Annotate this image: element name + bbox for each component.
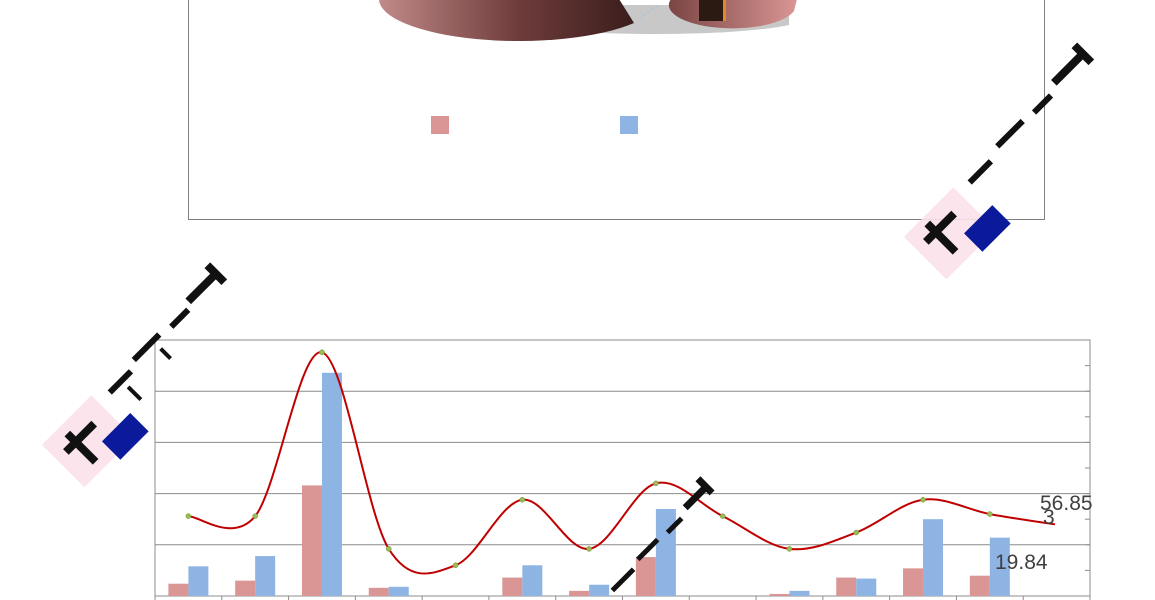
pie-legend bbox=[189, 0, 1044, 219]
bar bbox=[188, 566, 209, 596]
line-point bbox=[185, 513, 192, 519]
bar bbox=[789, 590, 810, 596]
bar bbox=[321, 372, 342, 596]
bar bbox=[368, 587, 389, 596]
trend-line bbox=[188, 351, 1056, 575]
line-point bbox=[786, 546, 793, 552]
bar bbox=[255, 556, 276, 596]
bar bbox=[502, 577, 523, 596]
data-label: 19.84 bbox=[995, 551, 1048, 574]
pie-chart bbox=[379, 0, 797, 42]
line-point bbox=[519, 496, 526, 503]
bar bbox=[168, 583, 189, 596]
line-point bbox=[853, 529, 859, 536]
line-point bbox=[319, 349, 325, 356]
pie-chart-panel bbox=[188, 0, 1045, 220]
line-point bbox=[586, 546, 592, 552]
pie-leader-line bbox=[638, 4, 660, 20]
bar bbox=[589, 584, 610, 596]
legend-swatch-2 bbox=[620, 116, 638, 134]
bar bbox=[923, 519, 944, 596]
bar bbox=[301, 485, 322, 596]
bar bbox=[769, 593, 790, 596]
bar bbox=[235, 580, 256, 596]
bar bbox=[969, 575, 990, 596]
line-point bbox=[920, 496, 926, 503]
bar bbox=[856, 578, 877, 596]
line-point bbox=[719, 513, 726, 519]
line-point bbox=[452, 562, 459, 569]
watermark-stamp-left bbox=[41, 262, 228, 488]
bar bbox=[836, 577, 857, 596]
data-label: 3 bbox=[1043, 506, 1055, 529]
pie-slice-1 bbox=[379, 0, 634, 42]
bar bbox=[635, 557, 656, 596]
bar bbox=[388, 586, 409, 596]
watermark-stamp-right bbox=[903, 42, 1095, 280]
data-label: 56.85 bbox=[1040, 492, 1093, 515]
bar bbox=[903, 568, 924, 596]
line-point bbox=[653, 480, 659, 487]
bar bbox=[569, 590, 590, 596]
line-point bbox=[386, 546, 392, 552]
pie-slice-edge-highlight bbox=[723, 0, 726, 21]
bar bbox=[522, 565, 543, 596]
line-point bbox=[252, 513, 258, 519]
line-point bbox=[987, 511, 993, 517]
legend-swatch-1 bbox=[431, 116, 449, 134]
watermark-stamp-center bbox=[610, 476, 715, 593]
pie-slice-edge bbox=[699, 0, 725, 21]
bar bbox=[989, 537, 1010, 596]
